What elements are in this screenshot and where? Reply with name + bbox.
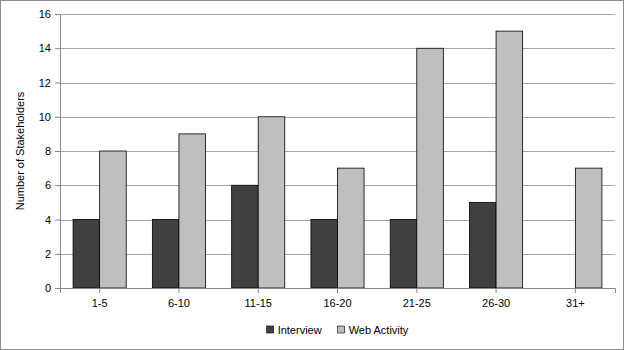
grid-line <box>60 151 615 152</box>
y-tick-label: 12 <box>39 77 51 89</box>
bar <box>390 220 417 289</box>
x-tick-mark <box>99 288 100 293</box>
bar <box>152 220 179 289</box>
series <box>100 31 602 288</box>
legend-item: Interview <box>267 324 322 336</box>
x-tick-mark <box>178 288 179 293</box>
chart: 0 2 4 6 8 10 12 14 16 1-5 6-10 11-15 16-20 21-25 26-30… <box>0 0 624 350</box>
y-axis-line <box>55 15 61 289</box>
y-tick-mark <box>55 117 60 118</box>
chart-frame <box>1 1 624 350</box>
bar <box>258 117 285 288</box>
grid <box>60 15 615 289</box>
y-tick-mark <box>55 48 60 49</box>
y-tick: 0 <box>45 282 60 294</box>
x-tick-mark <box>496 288 497 293</box>
y-axis: 0 2 4 6 8 10 12 14 16 <box>39 8 61 294</box>
x-tick: 21-25 <box>403 288 431 309</box>
x-tick-mark <box>575 288 576 293</box>
bar <box>496 31 523 288</box>
y-tick: 14 <box>39 42 60 54</box>
x-tick: 11-15 <box>245 288 272 309</box>
grid-line <box>60 14 615 15</box>
x-tick: 26-30 <box>482 288 510 309</box>
plot: 0 2 4 6 8 10 12 14 16 1-5 6-10 11-15 16-20 21-25 26-30… <box>39 8 616 309</box>
x-tick-label: 26-30 <box>482 297 510 309</box>
x-tick-mark <box>258 288 259 293</box>
bars <box>73 31 602 288</box>
bar <box>417 48 444 288</box>
x-tick-label: 21-25 <box>403 297 431 309</box>
y-tick-label: 8 <box>45 145 51 157</box>
y-tick-mark <box>55 14 60 15</box>
y-tick: 16 <box>39 8 60 20</box>
y-axis-title: Number of Stakeholders <box>14 91 26 210</box>
grid-line <box>60 48 615 49</box>
y-tick-label: 0 <box>45 282 51 294</box>
grid-line <box>60 117 615 118</box>
x-tick: 6-10 <box>168 288 190 309</box>
legend-swatch <box>338 326 345 333</box>
x-tick: 31+ <box>566 288 585 309</box>
bar <box>179 134 206 288</box>
y-tick-label: 6 <box>45 179 51 191</box>
legend-swatch <box>267 326 274 333</box>
y-tick-mark <box>55 83 60 84</box>
x-tick: 1-5 <box>92 288 108 309</box>
x-tick-mark <box>337 288 338 293</box>
y-tick: 2 <box>45 248 60 260</box>
bar <box>549 288 576 289</box>
bar <box>470 202 497 288</box>
bar <box>575 168 602 288</box>
legend-label: Web Activity <box>349 324 409 336</box>
x-axis-line <box>61 289 616 294</box>
x-tick-label: 16-20 <box>323 297 351 309</box>
y-tick-mark <box>55 254 60 255</box>
y-tick-label: 4 <box>45 214 51 226</box>
x-tick-label: 31+ <box>566 297 585 309</box>
x-tick: 16-20 <box>323 288 351 309</box>
x-tick-label: 6-10 <box>168 297 190 309</box>
bar <box>73 220 100 289</box>
legend-item: Web Activity <box>338 324 409 336</box>
x-tick-mark <box>416 288 417 293</box>
bar <box>338 168 365 288</box>
y-tick-mark <box>55 151 60 152</box>
y-tick-label: 10 <box>39 111 51 123</box>
x-tick-label: 1-5 <box>92 297 108 309</box>
legend-label: Interview <box>278 324 322 336</box>
y-tick-mark <box>55 288 60 289</box>
x-axis: 1-5 6-10 11-15 16-20 21-25 26-30 31+ <box>61 288 616 309</box>
y-tick-mark <box>55 220 60 221</box>
y-tick: 10 <box>39 111 60 123</box>
grid-line <box>60 83 615 84</box>
bar <box>100 151 127 288</box>
y-tick: 12 <box>39 77 60 89</box>
y-tick: 8 <box>45 145 60 157</box>
y-tick-label: 2 <box>45 248 51 260</box>
y-tick: 4 <box>45 214 60 226</box>
y-tick-mark <box>55 185 60 186</box>
y-tick: 6 <box>45 179 60 191</box>
y-tick-label: 14 <box>39 42 51 54</box>
x-tick-label: 11-15 <box>245 297 272 309</box>
bar <box>311 220 338 289</box>
y-tick-label: 16 <box>39 8 51 20</box>
bar <box>232 185 259 288</box>
legend: Interview Web Activity <box>267 324 409 336</box>
